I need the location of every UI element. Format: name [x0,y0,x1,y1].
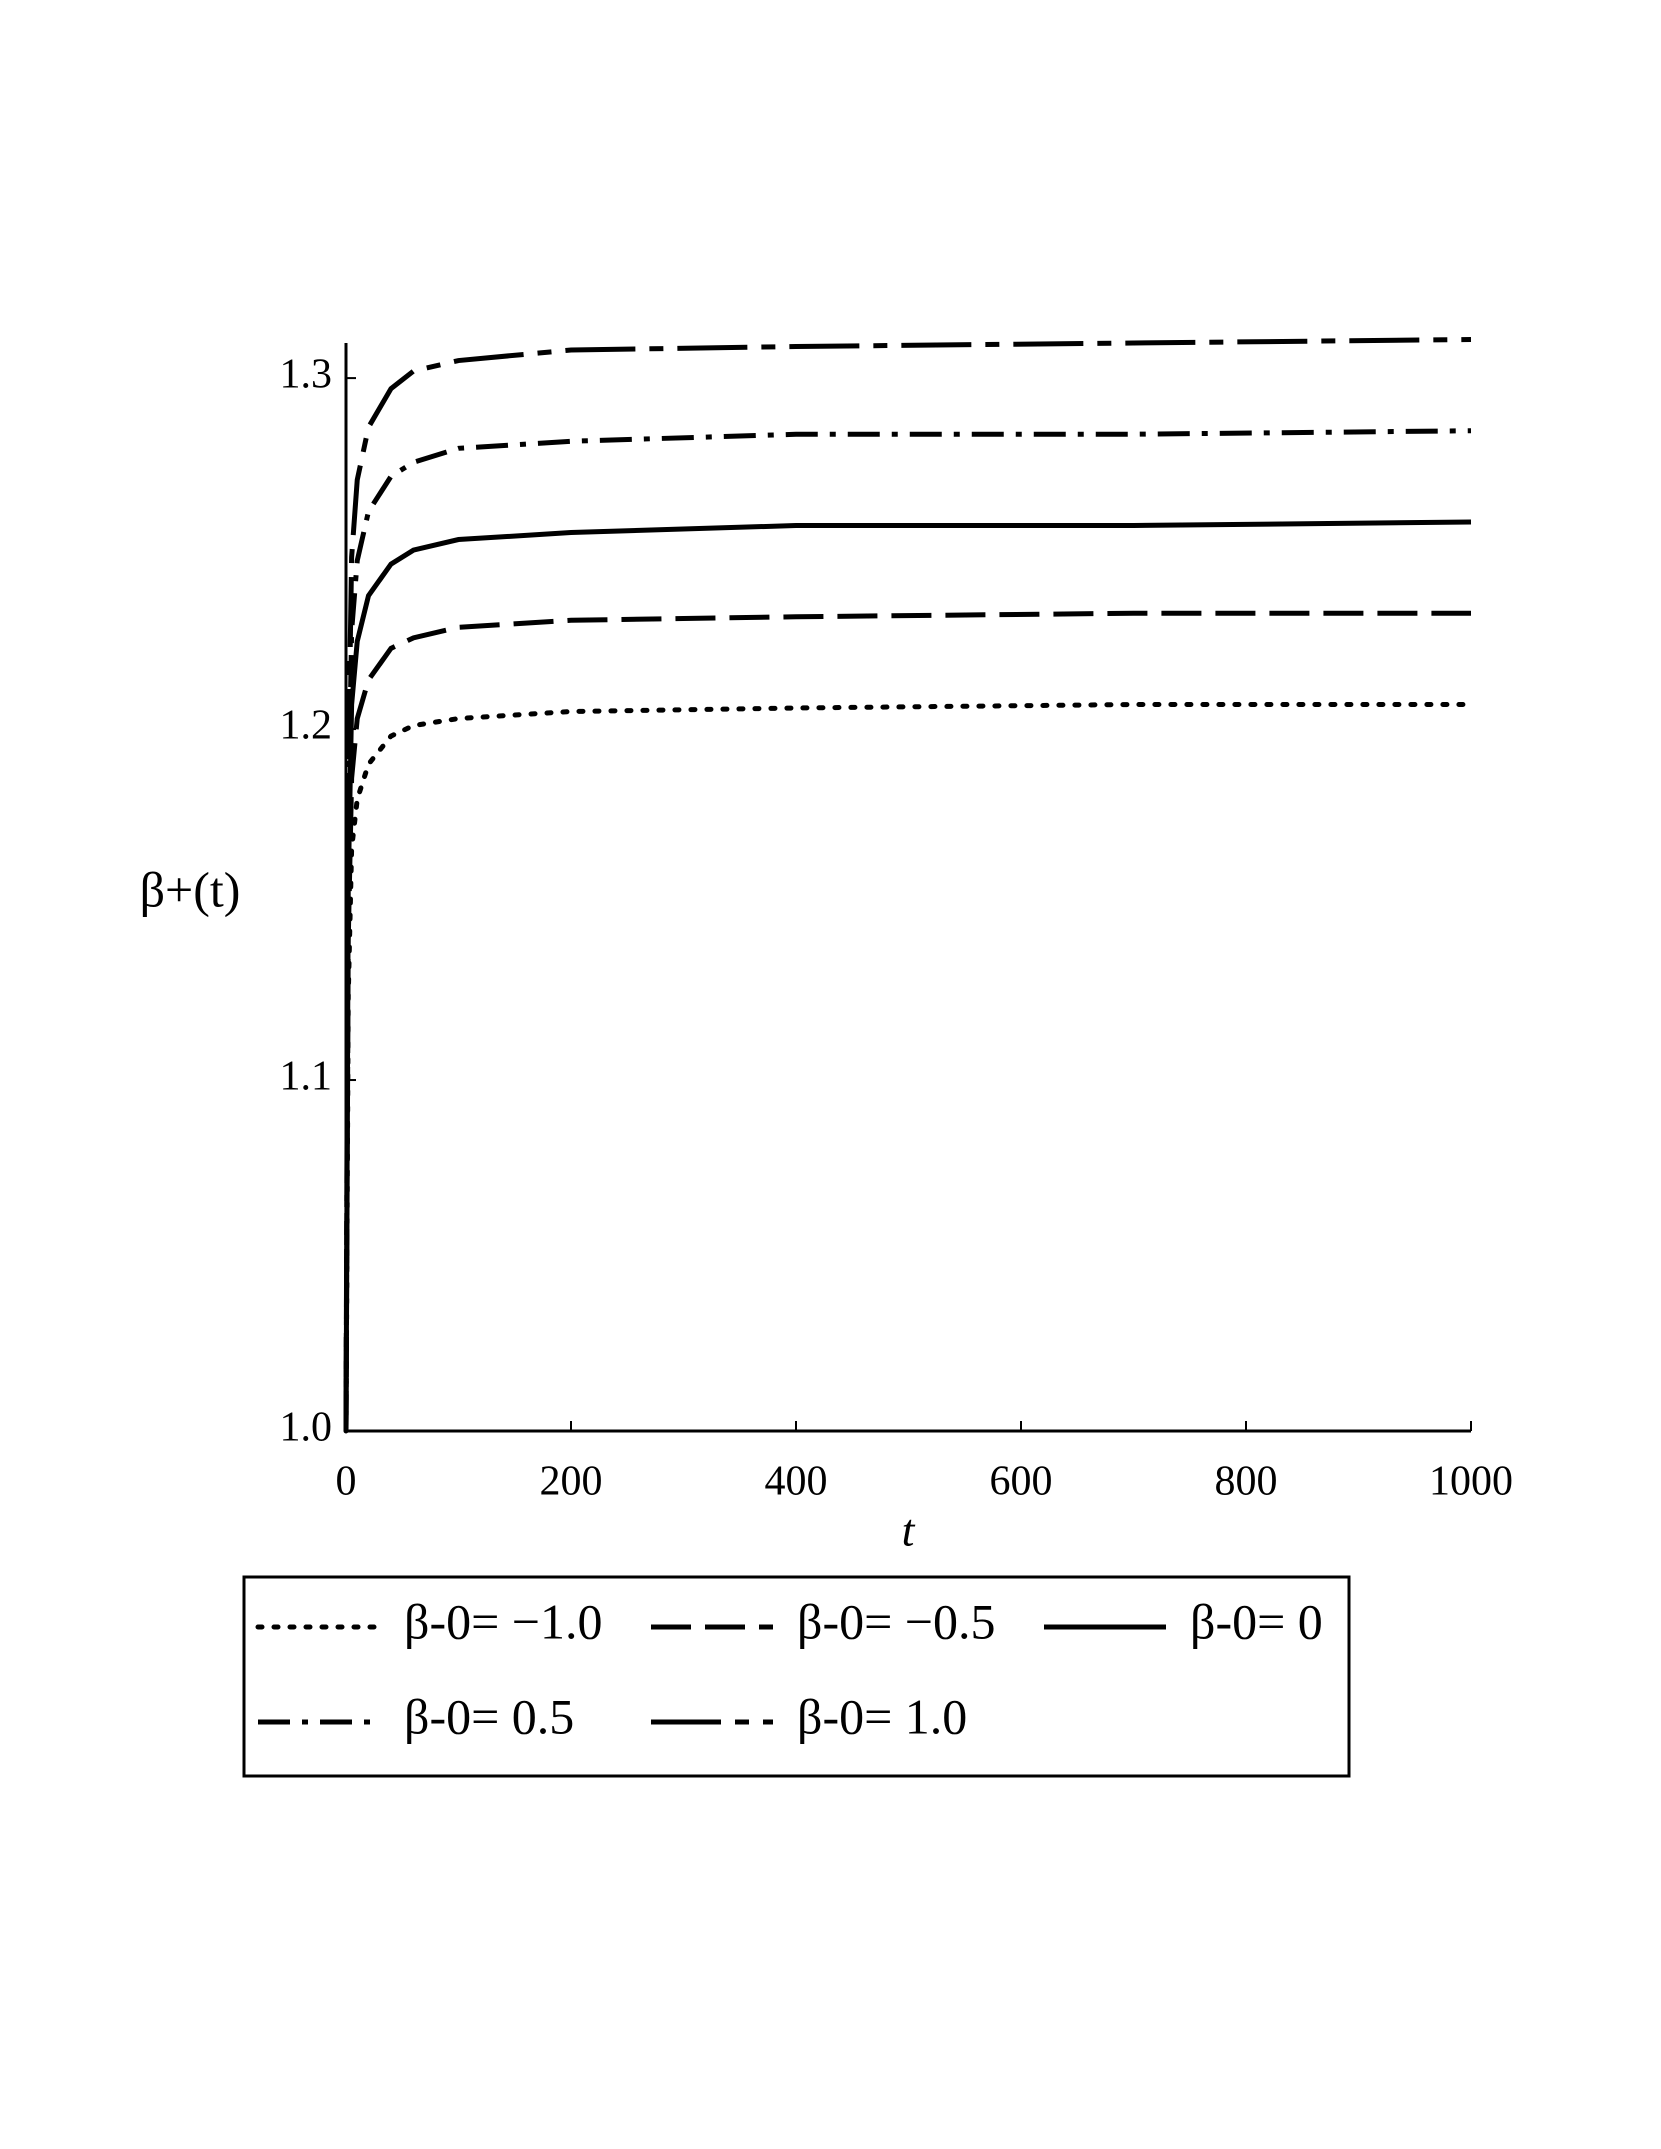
series-line [343,336,1472,1432]
legend-label: β-0= 1.0 [797,1688,967,1744]
legend-label: β-0= 0 [1190,1593,1323,1649]
y-tick-label: 1.1 [280,1054,333,1100]
x-tick-label: 200 [540,1459,603,1505]
x-tick-label: 0 [336,1459,357,1505]
x-tick-label: 800 [1215,1459,1278,1505]
legend-box [242,1575,1351,1778]
x-tick-label: 1000 [1429,1459,1513,1505]
x-tick-label: 600 [990,1459,1053,1505]
x-tick-label: 400 [765,1459,828,1505]
y-tick-label: 1.0 [280,1405,333,1451]
y-axis-label: β+(t) [140,861,241,917]
legend-label: β-0= −1.0 [404,1593,603,1649]
series-line [343,701,1474,1434]
legend-label: β-0= 0.5 [404,1688,574,1744]
legend-label: β-0= −0.5 [797,1593,996,1649]
y-tick-label: 1.2 [280,703,333,749]
series-line [343,519,1472,1432]
series-line [343,610,1471,1432]
series-line [343,428,1472,1432]
y-tick-label: 1.3 [280,352,333,398]
x-axis-label: t [902,1505,916,1556]
